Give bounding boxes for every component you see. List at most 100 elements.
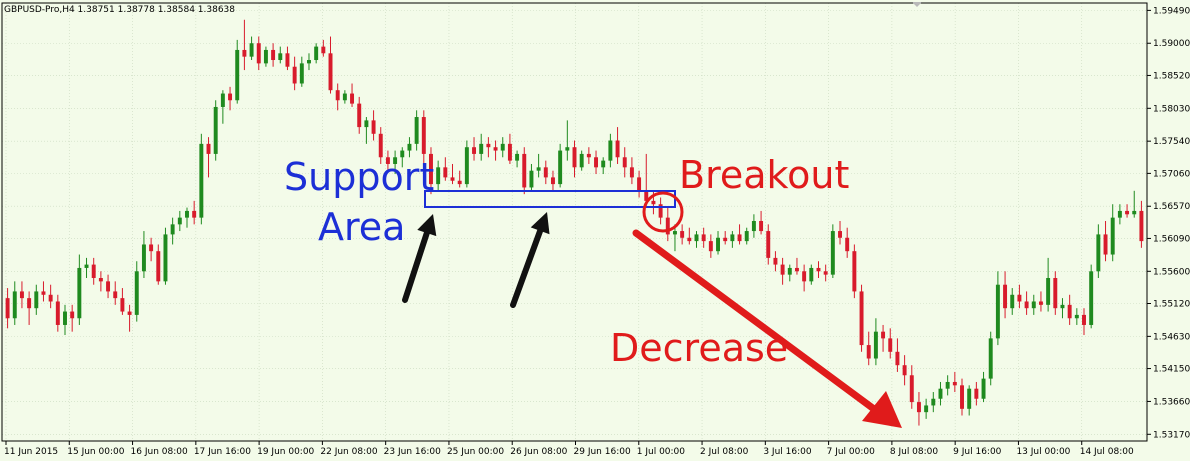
candle-body (364, 120, 369, 128)
candle-body (701, 234, 706, 242)
candle-body (407, 143, 412, 151)
candle (565, 120, 570, 161)
candle-body (687, 237, 692, 242)
candle (995, 271, 1000, 346)
candle (665, 207, 670, 242)
candle-body (5, 298, 10, 319)
candle (988, 331, 993, 386)
candle-body (981, 378, 986, 399)
candle (522, 147, 527, 195)
y-tick-label: 1.57540 (1153, 137, 1190, 147)
candle (12, 281, 17, 325)
candle (845, 227, 850, 258)
candle-body (34, 291, 39, 309)
candle (472, 137, 477, 161)
candle (916, 392, 921, 426)
candle (285, 46, 290, 71)
candle (192, 200, 197, 225)
candle (881, 324, 886, 352)
x-tick-label: 23 Jun 16:00 (384, 447, 441, 457)
candle-body (1003, 284, 1008, 309)
y-tick-label: 1.57060 (1153, 169, 1190, 179)
candle (1010, 288, 1015, 315)
candle-body (809, 267, 814, 282)
candle-body (787, 267, 792, 275)
candle (242, 19, 247, 71)
candle-body (199, 143, 204, 218)
candle-body (1024, 301, 1029, 309)
candle-body (794, 267, 799, 272)
candle (759, 210, 764, 235)
candle (436, 160, 441, 191)
candle-body (249, 43, 254, 57)
support-label-line1: Support (284, 155, 434, 199)
candle-body (457, 180, 462, 185)
candle (859, 284, 864, 352)
y-tick-label: 1.53170 (1153, 430, 1190, 440)
annotations: Support Area Breakout Decrease (284, 153, 902, 428)
candle-body (1125, 210, 1130, 215)
candle-body (19, 291, 24, 299)
candle (952, 371, 957, 393)
candle (1082, 308, 1086, 336)
candle (902, 355, 907, 386)
candle-body (12, 291, 17, 319)
candle (364, 117, 369, 144)
y-tick-label: 1.55120 (1153, 299, 1190, 309)
candle-body (830, 231, 835, 275)
candle (457, 170, 462, 188)
candle (414, 110, 419, 151)
candle-body (601, 160, 606, 168)
candle-body (450, 177, 455, 181)
x-tick-label: 29 Jun 16:00 (574, 447, 631, 457)
candle (328, 36, 333, 94)
candle-body (665, 217, 670, 235)
candle (672, 224, 677, 252)
candle (816, 261, 821, 279)
candle-body (48, 294, 53, 302)
candle (220, 90, 225, 124)
candle (213, 100, 218, 161)
candle-body (644, 190, 649, 201)
support-arrow-2-shaft (510, 227, 544, 308)
candle (852, 244, 857, 299)
candle (156, 244, 161, 285)
candle-body (680, 231, 685, 238)
candle-body (486, 143, 491, 148)
candle-body (967, 388, 972, 409)
candle (558, 143, 563, 188)
candle (63, 304, 67, 336)
candle (644, 153, 649, 208)
candle-body (515, 153, 520, 161)
candle-body (371, 120, 376, 134)
candle (106, 274, 111, 299)
candle (938, 381, 943, 406)
candle (443, 157, 448, 181)
candle (464, 140, 469, 188)
candle-body (213, 106, 218, 154)
candle-body (120, 298, 125, 312)
candle (1067, 294, 1072, 325)
candle-body (256, 43, 261, 64)
candle-body (1046, 278, 1051, 305)
candle-body (895, 351, 900, 366)
candle-body (192, 210, 197, 218)
candle-body (881, 331, 886, 339)
candle (149, 237, 154, 262)
y-tick-label: 1.54630 (1153, 332, 1190, 342)
candle-body (149, 244, 154, 252)
grid (2, 3, 1147, 441)
candle (199, 133, 204, 225)
candle-body (1082, 314, 1086, 325)
candle (450, 163, 455, 185)
x-tick-label: 2 Jul 08:00 (700, 447, 749, 457)
candle-body (565, 147, 570, 151)
candle (974, 381, 979, 406)
candle-body (672, 231, 677, 235)
candle-body (27, 298, 32, 309)
candle (687, 227, 692, 245)
x-tick-label: 13 Jul 00:00 (1016, 447, 1070, 457)
candle-body (931, 398, 936, 406)
candle (299, 56, 304, 87)
